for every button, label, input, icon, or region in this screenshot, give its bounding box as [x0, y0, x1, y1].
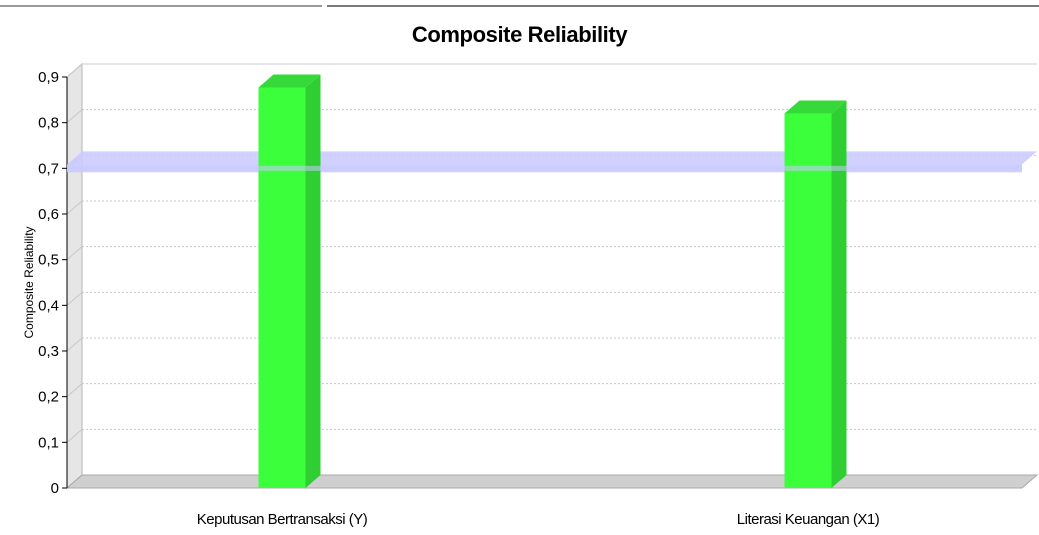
bar[interactable]: [258, 87, 306, 489]
bar-side[interactable]: [831, 100, 847, 489]
floor: [65, 474, 1039, 489]
gridline-wall: [66, 200, 83, 215]
y-tick-label: 0,7: [38, 160, 59, 177]
y-tick-label: 0,8: [38, 115, 59, 132]
x-category-label: Keputusan Bertransaksi (Y): [197, 511, 368, 528]
y-tick-label: 0,3: [38, 343, 59, 360]
tab-underline-right[interactable]: [327, 5, 1039, 7]
bar-side[interactable]: [305, 74, 321, 489]
gridline-wall: [66, 109, 83, 124]
gridline-wall: [66, 337, 83, 352]
chart-title: Composite Reliability: [411, 22, 628, 47]
bar-top[interactable]: [258, 74, 321, 88]
gridline-wall: [66, 383, 83, 398]
y-axis-title: Composite Reliability: [22, 226, 36, 338]
left-wall: [66, 62, 83, 490]
y-tick-label: 0,6: [38, 206, 59, 223]
y-tick-label: 0,5: [38, 252, 59, 269]
y-tick-label: 0,4: [38, 297, 59, 314]
y-tick-label: 0,9: [38, 69, 59, 86]
bar-top[interactable]: [784, 100, 847, 114]
gridline-wall: [66, 428, 83, 443]
tab-underline-left[interactable]: [0, 5, 322, 7]
y-tick-label: 0,2: [38, 389, 59, 406]
y-tick-label: 0: [51, 480, 59, 497]
x-category-label: Literasi Keuangan (X1): [737, 511, 880, 528]
gridline-wall: [66, 63, 83, 78]
y-tick-label: 0,1: [38, 434, 59, 451]
tab-strip: [0, 0, 1039, 14]
gridline-wall: [66, 246, 83, 261]
gridline-wall: [66, 291, 83, 306]
bar[interactable]: [784, 113, 832, 489]
